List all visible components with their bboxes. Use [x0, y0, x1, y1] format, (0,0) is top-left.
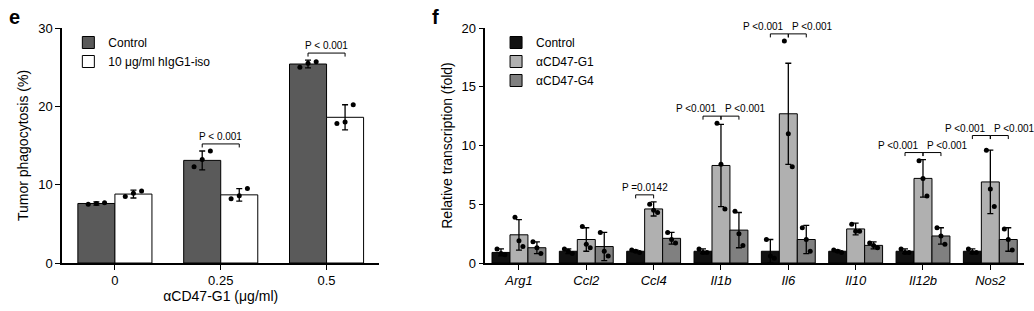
- svg-text:Il6: Il6: [781, 273, 796, 288]
- svg-text:P <0.001: P <0.001: [792, 21, 833, 32]
- svg-text:15: 15: [461, 79, 475, 94]
- svg-text:Tumor phagocytosis (%): Tumor phagocytosis (%): [15, 70, 31, 221]
- svg-text:αCD47-G4: αCD47-G4: [536, 74, 594, 88]
- svg-text:20: 20: [38, 99, 52, 114]
- svg-text:P <0.001: P <0.001: [743, 21, 784, 32]
- svg-text:P <0.001: P <0.001: [878, 140, 919, 151]
- svg-text:P =0.0142: P =0.0142: [622, 182, 668, 193]
- svg-text:P <0.001: P <0.001: [676, 103, 717, 114]
- svg-text:30: 30: [38, 21, 52, 36]
- svg-text:P <0.001: P <0.001: [927, 140, 968, 151]
- svg-text:P < 0.001: P < 0.001: [199, 131, 242, 142]
- svg-text:0.25: 0.25: [208, 273, 233, 288]
- svg-text:Relative transcription (fold): Relative transcription (fold): [439, 62, 455, 229]
- svg-text:P <0.001: P <0.001: [725, 103, 766, 114]
- svg-text:20: 20: [461, 21, 475, 36]
- svg-text:10 μg/ml hIgG1-iso: 10 μg/ml hIgG1-iso: [108, 55, 210, 69]
- svg-text:f: f: [432, 6, 439, 28]
- svg-text:αCD47-G1 (μg/ml): αCD47-G1 (μg/ml): [163, 288, 278, 304]
- svg-text:0: 0: [45, 256, 52, 271]
- svg-text:10: 10: [38, 177, 52, 192]
- svg-text:0: 0: [469, 256, 476, 271]
- svg-text:αCD47-G1: αCD47-G1: [536, 55, 594, 69]
- svg-text:Control: Control: [536, 36, 575, 50]
- svg-text:10: 10: [461, 138, 475, 153]
- svg-text:Arg1: Arg1: [504, 273, 532, 288]
- svg-text:Ccl2: Ccl2: [573, 273, 600, 288]
- svg-text:e: e: [9, 6, 20, 28]
- svg-text:0.5: 0.5: [318, 273, 336, 288]
- svg-text:P <0.001: P <0.001: [994, 123, 1034, 134]
- svg-text:Control: Control: [108, 36, 147, 50]
- svg-text:P < 0.001: P < 0.001: [305, 40, 348, 51]
- svg-text:Ccl4: Ccl4: [641, 273, 667, 288]
- svg-text:Il12b: Il12b: [909, 273, 937, 288]
- svg-text:Il10: Il10: [845, 273, 867, 288]
- svg-text:5: 5: [469, 197, 476, 212]
- svg-text:0: 0: [111, 273, 118, 288]
- svg-text:Nos2: Nos2: [975, 273, 1006, 288]
- svg-text:P <0.001: P <0.001: [945, 123, 986, 134]
- svg-text:Il1b: Il1b: [710, 273, 731, 288]
